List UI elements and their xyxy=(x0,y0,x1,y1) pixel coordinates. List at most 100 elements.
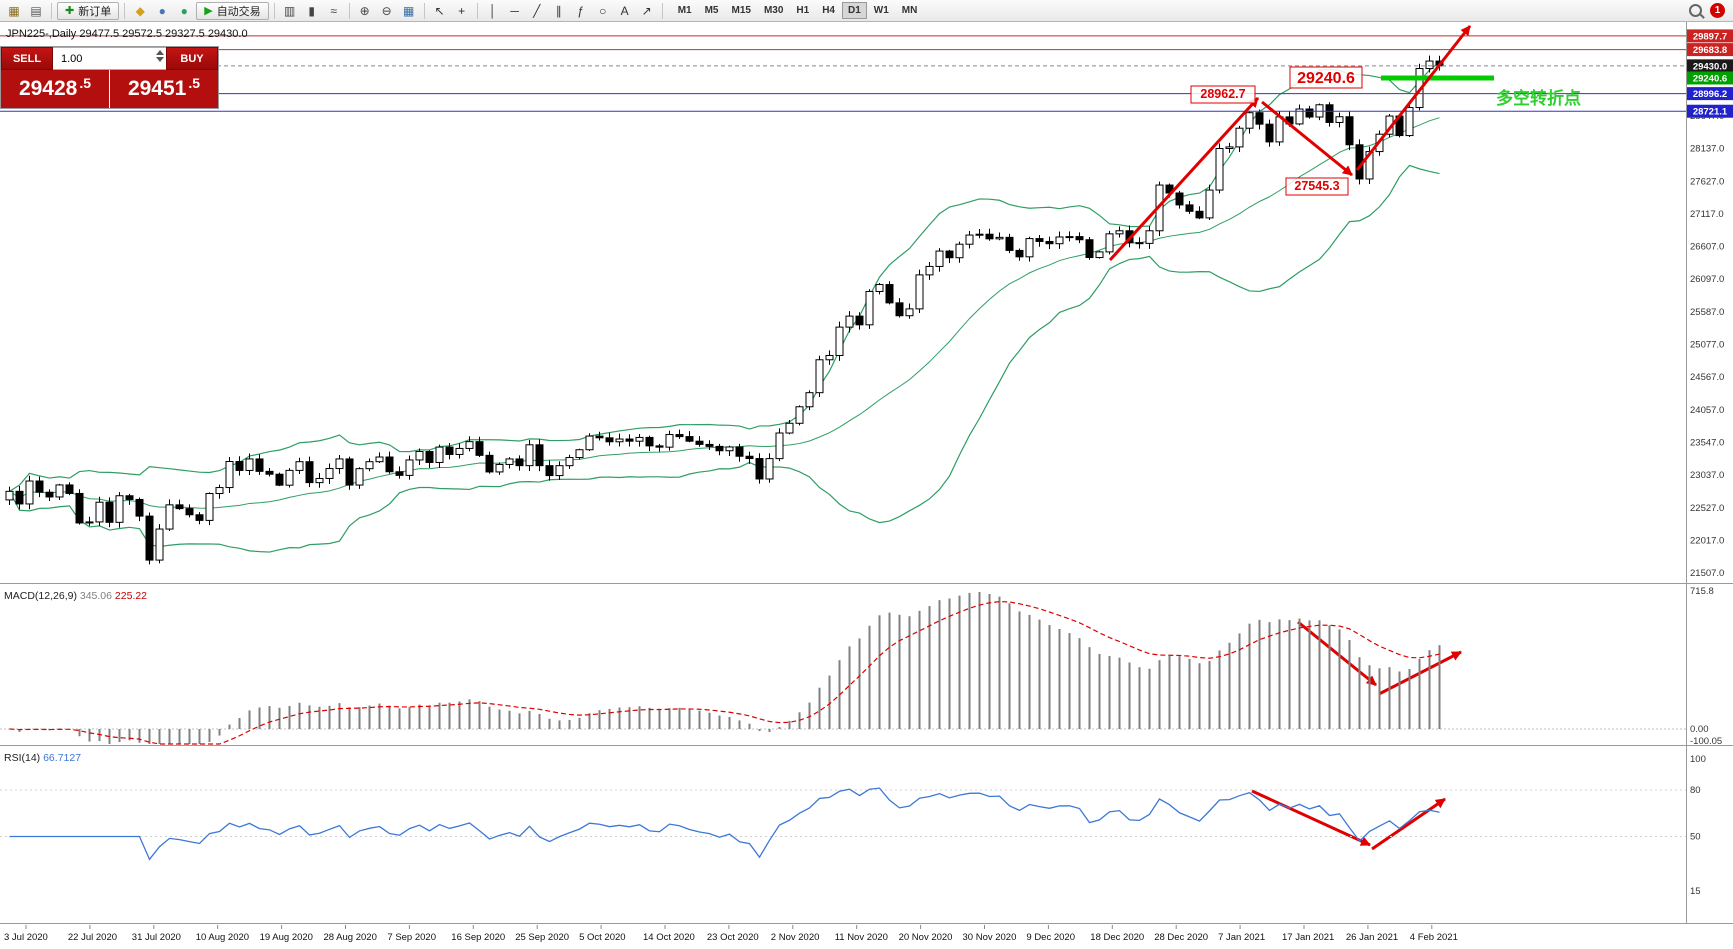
macd-signal-line xyxy=(9,600,1440,745)
candle-body xyxy=(685,436,694,442)
bar-chart-icon[interactable]: ▥ xyxy=(284,3,296,18)
volume-increase-button[interactable] xyxy=(156,50,164,55)
sell-price-display[interactable]: 29428 .5 xyxy=(1,70,109,108)
auto-trading-button-icon: ▶ xyxy=(204,5,213,17)
price-annotation-box[interactable] xyxy=(1289,66,1363,89)
candle-body xyxy=(415,451,424,461)
candle-body xyxy=(795,406,804,424)
candle-body xyxy=(215,487,224,495)
candle-body xyxy=(625,438,634,442)
candle-body xyxy=(925,265,934,276)
candle-body xyxy=(1025,238,1034,258)
candle-body xyxy=(455,447,464,455)
candle-body xyxy=(255,458,264,472)
rsi-tick-label: 50 xyxy=(1690,832,1701,843)
candle-body xyxy=(1425,60,1434,70)
candle-body xyxy=(815,359,824,394)
candle-body xyxy=(545,465,554,477)
search-icon[interactable] xyxy=(1689,4,1702,17)
date-label: 9 Dec 2020 xyxy=(1026,932,1075,943)
price-tick-label: 28137.0 xyxy=(1690,144,1724,155)
candle-body xyxy=(1095,251,1104,259)
equidistant-channel-tool-icon[interactable]: ∥ xyxy=(555,3,562,18)
price-scale[interactable] xyxy=(1686,22,1733,923)
price-tick-label: 26607.0 xyxy=(1690,242,1724,253)
buy-button[interactable]: BUY xyxy=(166,47,218,70)
candle-body xyxy=(985,233,994,240)
candle-body xyxy=(1115,230,1124,235)
timeframe-m1-button[interactable]: M1 xyxy=(672,2,698,19)
sell-button[interactable]: SELL xyxy=(1,47,53,70)
candle-body xyxy=(435,446,444,463)
macd-arrow[interactable] xyxy=(1297,620,1377,687)
macd-tick-label: 715.8 xyxy=(1690,586,1714,597)
market-watch-icon[interactable]: ◆ xyxy=(135,3,145,18)
rsi-tick-label: 100 xyxy=(1690,754,1706,765)
zoom-out-icon[interactable]: ⊖ xyxy=(381,3,392,18)
price-tick-label: 21507.0 xyxy=(1690,568,1724,579)
candle-body xyxy=(285,469,294,486)
toolbar-right: 1 xyxy=(1689,3,1729,18)
timeframe-m30-button[interactable]: M30 xyxy=(758,2,789,19)
candle-body xyxy=(785,422,794,434)
timeframe-h1-button[interactable]: H1 xyxy=(790,2,815,19)
arrow-objects-tool-icon[interactable]: ↗ xyxy=(641,3,652,18)
notification-badge[interactable]: 1 xyxy=(1710,3,1725,18)
data-window-icon[interactable]: ● xyxy=(158,3,166,18)
main-plot-area[interactable] xyxy=(0,22,1686,583)
line-chart-icon[interactable]: ≈ xyxy=(330,3,337,18)
volume-decrease-button[interactable] xyxy=(156,57,164,62)
navigator-icon[interactable]: ● xyxy=(180,3,188,18)
chart-window-icon[interactable]: ▦ xyxy=(8,3,20,18)
price-badge xyxy=(1687,59,1733,73)
new-order-button[interactable]: ✚ 新订单 xyxy=(57,1,120,20)
indicators-list-icon[interactable]: ▦ xyxy=(403,3,415,18)
bollinger-lower-band xyxy=(8,164,1440,553)
rsi-arrow[interactable] xyxy=(1371,797,1446,851)
horizontal-line-tool-icon[interactable]: ─ xyxy=(510,3,519,18)
time-axis[interactable] xyxy=(0,925,1733,949)
volume-input[interactable] xyxy=(53,49,166,68)
price-annotation-box[interactable] xyxy=(1190,85,1256,104)
fibonacci-tool-icon[interactable]: ƒ xyxy=(577,3,585,18)
trend-arrow[interactable] xyxy=(1108,96,1260,262)
timeframe-mn-button[interactable]: MN xyxy=(896,2,924,19)
candle-body xyxy=(305,461,314,484)
timeframe-d1-button[interactable]: D1 xyxy=(842,2,867,19)
cursor-tool-icon[interactable]: ↖ xyxy=(434,3,445,18)
candle-body xyxy=(615,438,624,443)
timeframe-m5-button[interactable]: M5 xyxy=(699,2,725,19)
trend-arrow[interactable] xyxy=(1355,25,1472,171)
macd-panel xyxy=(0,585,1686,745)
candle-body xyxy=(315,477,324,484)
candle-body xyxy=(85,521,94,524)
sell-price-main: 29428 xyxy=(18,77,78,100)
crosshair-tool-icon[interactable]: + xyxy=(458,3,466,18)
zoom-in-icon[interactable]: ⊕ xyxy=(359,3,370,18)
timeframe-h4-button[interactable]: H4 xyxy=(816,2,841,19)
timeframe-m15-button[interactable]: M15 xyxy=(726,2,757,19)
vertical-line-tool-icon[interactable]: │ xyxy=(488,3,497,18)
price-tick-label: 23547.0 xyxy=(1690,437,1724,448)
auto-trading-button-label: 自动交易 xyxy=(216,5,261,18)
candle-body xyxy=(405,459,414,476)
buy-price-main: 29451 xyxy=(127,77,187,100)
candle-body xyxy=(1245,112,1254,129)
macd-tick-label: -100.05 xyxy=(1690,736,1722,747)
price-annotation-box[interactable] xyxy=(1285,177,1349,196)
buy-price-display[interactable]: 29451 .5 xyxy=(110,70,218,108)
auto-trading-button[interactable]: ▶ 自动交易 xyxy=(196,1,269,20)
trendline-tool-icon[interactable]: ╱ xyxy=(533,3,541,18)
text-tool-icon[interactable]: A xyxy=(620,3,629,18)
timeframe-w1-button[interactable]: W1 xyxy=(868,2,895,19)
candle-body xyxy=(135,498,144,517)
date-label: 4 Feb 2021 xyxy=(1410,932,1458,943)
candle-body xyxy=(1365,151,1374,180)
candlestick-chart-icon[interactable]: ▮ xyxy=(308,3,315,18)
trend-arrow[interactable] xyxy=(1261,100,1353,177)
candle-body xyxy=(365,461,374,470)
toolbar-separator xyxy=(51,2,52,19)
date-label: 23 Oct 2020 xyxy=(707,932,759,943)
profile-windows-icon[interactable]: ▤ xyxy=(30,3,42,18)
shapes-tool-icon[interactable]: ○ xyxy=(599,3,607,18)
